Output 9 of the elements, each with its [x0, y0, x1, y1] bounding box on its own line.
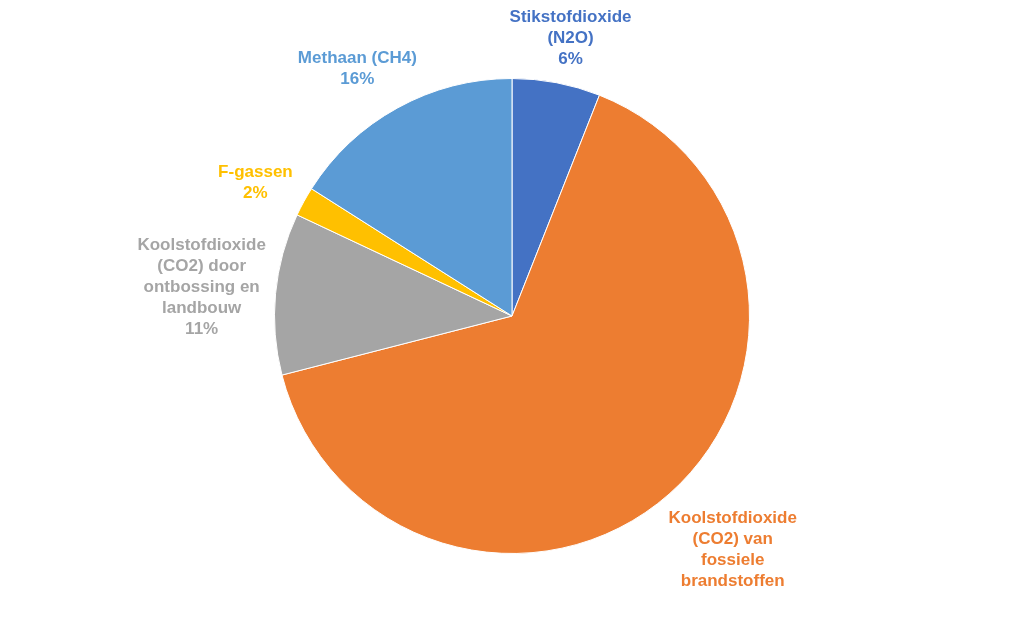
slice-label: Stikstofdioxide (N2O): [509, 6, 632, 47]
data-label: 16%: [340, 68, 375, 88]
slice-label: Koolstofdioxide (CO2) van fossiele brandstoffen: [668, 507, 797, 590]
data-label: 2%: [243, 182, 268, 202]
slice-label: Koolstofdioxide (CO2) door ontbossing en landbouw: [137, 235, 266, 318]
slice-label: F-gassen: [218, 161, 293, 181]
data-label: 11%: [185, 319, 219, 339]
data-label: 6%: [558, 48, 583, 68]
slice-label: Methaan (CH4): [297, 47, 417, 67]
